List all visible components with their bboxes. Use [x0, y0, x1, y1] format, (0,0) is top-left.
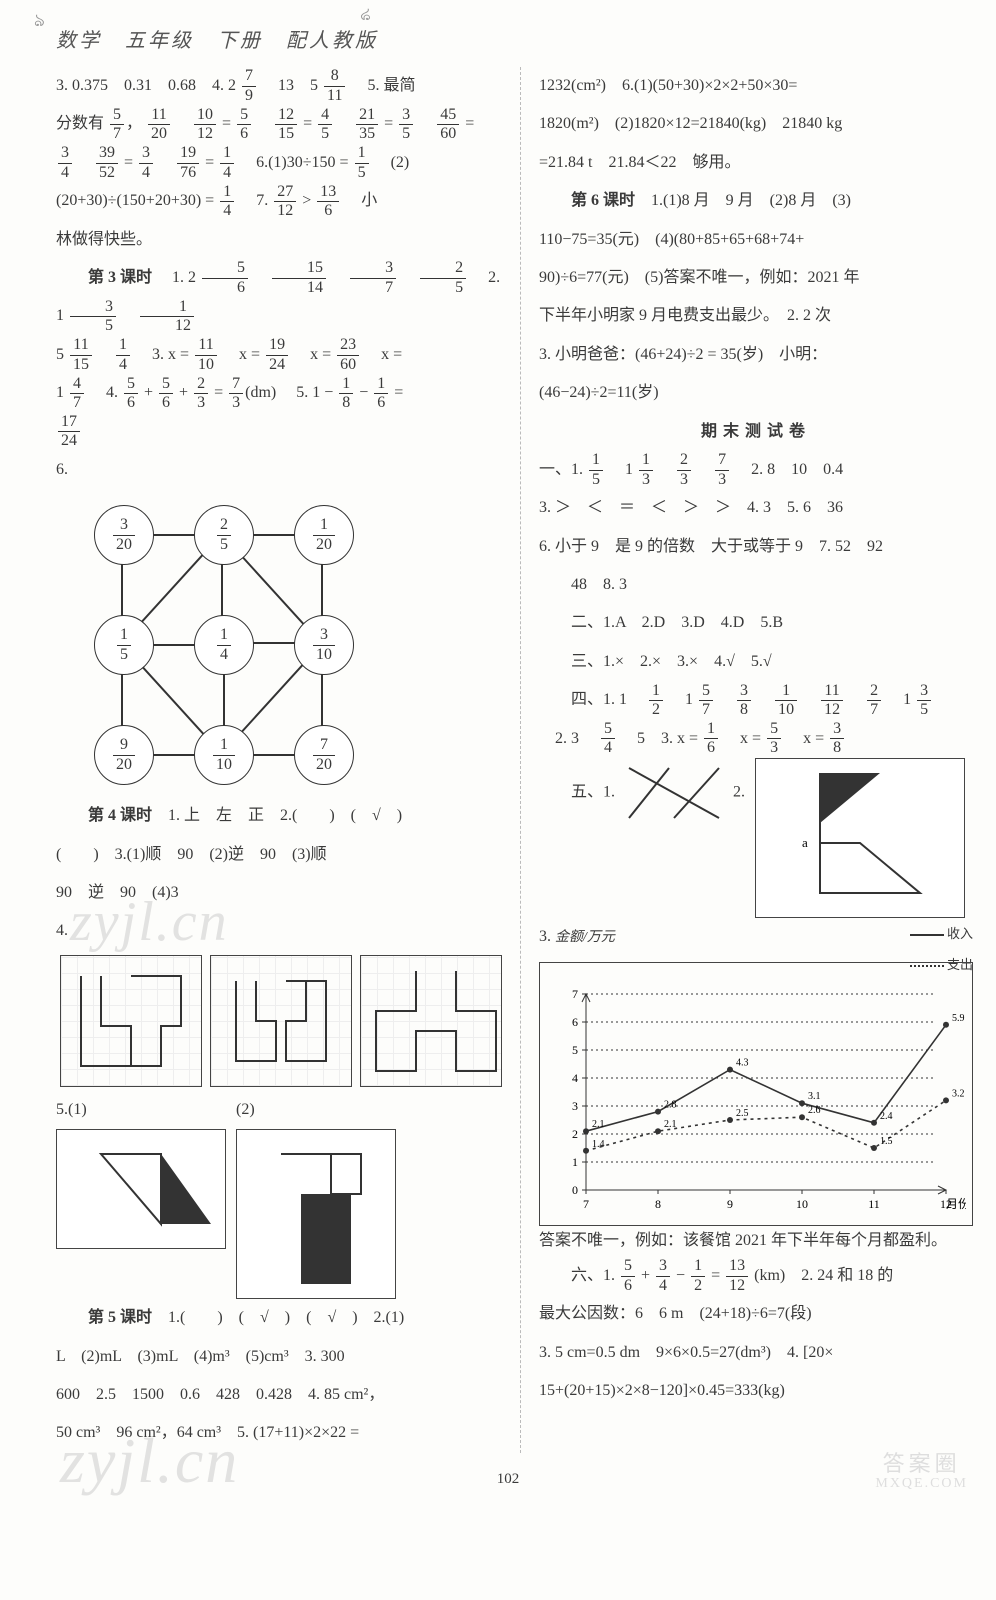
text: 林做得快些。 — [56, 221, 502, 259]
text: ( ) 3.(1)顺 90 (2)逆 90 (3)顺 — [56, 836, 502, 874]
text: 90 逆 90 (4)3 — [56, 874, 502, 912]
text: 3. 0.375 0.31 0.68 4. 2 79 13 5 811 5. 最… — [56, 67, 502, 105]
final-title: 期末测试卷 — [539, 413, 973, 451]
q6-label: 6. — [56, 451, 502, 489]
text: 5 1115 14 3. x = 1110 x = 1924 x = 2360 … — [56, 336, 502, 374]
text: =21.84 t 21.84＜22 够用。 — [539, 144, 973, 182]
text: 48 8. 3 — [539, 566, 973, 604]
text: 六、1. 56 + 34 − 12 = 1312 (km) 2. 24 和 18… — [539, 1257, 973, 1295]
svg-text:a: a — [802, 835, 808, 850]
text: (46−24)÷2=11(岁) — [539, 374, 973, 412]
right-column: 1232(cm²) 6.(1)(50+30)×2×2+50×30= 1820(m… — [520, 67, 973, 1453]
line-chart: 01234567789101112月份2.12.84.33.12.45.91.4… — [539, 962, 973, 1226]
text: 二、1.A 2.D 3.D 4.D 5.B — [539, 604, 973, 642]
text: 最大公因数：6 6 m (24+18)÷6=7(段) — [539, 1295, 973, 1333]
svg-text:11: 11 — [868, 1197, 880, 1211]
svg-text:4: 4 — [572, 1071, 578, 1085]
svg-text:7: 7 — [583, 1197, 589, 1211]
text: 2. 3 54 5 3. x = 16 x = 53 x = 38 — [539, 720, 973, 758]
svg-text:月份: 月份 — [946, 1197, 966, 1211]
text: 五、1. 2. a — [539, 758, 973, 918]
bird-icon: ঌ — [34, 6, 45, 37]
svg-text:10: 10 — [796, 1197, 808, 1211]
svg-text:2.4: 2.4 — [880, 1111, 893, 1122]
brand-watermark: 答案圈 MXQE.COM — [875, 1452, 968, 1492]
chart-wrap: 3. 金额/万元 收入 支出 01234567789101112月份2.12.8… — [539, 918, 973, 1226]
text: 1 47 4. 56 + 56 + 23 = 73(dm) 5. 1 − 18 … — [56, 374, 502, 412]
text: 34 3952 = 34 1976 = 14 6.(1)30÷150 = 15 … — [56, 144, 502, 182]
text: (20+30)÷(150+20+30) = 14 7. 2712 > 136 小 — [56, 182, 502, 220]
page-number: 102 — [56, 1471, 960, 1488]
text: 分数有 57， 1120 1012 = 56 1215 = 45 2135 = … — [56, 105, 502, 143]
text: 第 5 课时 1.( ) ( √ ) ( √ ) 2.(1) — [56, 1299, 502, 1337]
svg-text:4.3: 4.3 — [736, 1058, 749, 1069]
text: 一、1. 15 1 13 23 73 2. 8 10 0.4 — [539, 451, 973, 489]
text: 1820(m²) (2)1820×12=21840(kg) 21840 kg — [539, 105, 973, 143]
svg-text:2: 2 — [572, 1127, 578, 1141]
svg-text:6: 6 — [572, 1015, 578, 1029]
q4-label: 4. — [56, 912, 502, 950]
svg-text:2.6: 2.6 — [808, 1106, 821, 1117]
text: 下半年小明家 9 月电费支出最少。 2. 2 次 — [539, 297, 973, 335]
svg-text:5: 5 — [572, 1043, 578, 1057]
svg-text:2.8: 2.8 — [664, 1100, 677, 1111]
svg-text:1: 1 — [572, 1155, 578, 1169]
text: 三、1.× 2.× 3.× 4.√ 5.√ — [539, 643, 973, 681]
text: 3. 5 cm=0.5 dm 9×6×0.5=27(dm³) 4. [20× — [539, 1334, 973, 1372]
svg-text:2.1: 2.1 — [664, 1120, 677, 1131]
svg-text:1.4: 1.4 — [592, 1139, 605, 1150]
left-column: 3. 0.375 0.31 0.68 4. 2 79 13 5 811 5. 最… — [56, 67, 520, 1453]
svg-text:7: 7 — [572, 987, 578, 1001]
svg-text:2.5: 2.5 — [736, 1108, 749, 1119]
svg-text:2.1: 2.1 — [592, 1120, 605, 1131]
svg-text:0: 0 — [572, 1183, 578, 1197]
text: 1232(cm²) 6.(1)(50+30)×2×2+50×30= — [539, 67, 973, 105]
text: 110−75=35(元) (4)(80+85+65+68+74+ — [539, 221, 973, 259]
text: 3. ＞ ＜ ＝ ＜ ＞ ＞ 4. 3 5. 6 36 — [539, 489, 973, 527]
text: 第 4 课时 1. 上 左 正 2.( ) ( √ ) — [56, 797, 502, 835]
text: 四、1. 1 12 1 57 38 110 1112 27 1 35 — [539, 681, 973, 719]
text: 1724 — [56, 413, 502, 451]
text: 第 3 课时 1. 2 56 1514 37 25 2. 1 35 112 — [56, 259, 502, 336]
text: 50 cm³ 96 cm²，64 cm³ 5. (17+11)×2×22 = — [56, 1414, 502, 1452]
page-header: 数学 五年级 下册 配人教版 — [56, 24, 960, 53]
svg-text:9: 9 — [727, 1197, 733, 1211]
fraction-graph: 320251201514310920110720 — [74, 495, 374, 795]
text: 15+(20+15)×2×8−120]×0.45=333(kg) — [539, 1372, 973, 1410]
text: 3. 小明爸爸：(46+24)÷2 = 35(岁) 小明： — [539, 336, 973, 374]
svg-text:1.5: 1.5 — [880, 1136, 893, 1147]
text: 600 2.5 1500 0.6 428 0.428 4. 85 cm²， — [56, 1376, 502, 1414]
text: 第 6 课时 1.(1)8 月 9 月 (2)8 月 (3) — [539, 182, 973, 220]
q5-figures: 5.(1) (2) — [56, 1091, 502, 1299]
svg-text:3.2: 3.2 — [952, 1089, 965, 1100]
svg-text:5.9: 5.9 — [952, 1013, 965, 1024]
text: 90)÷6=77(元) (5)答案不唯一，例如：2021 年 — [539, 259, 973, 297]
text: 6. 小于 9 是 9 的倍数 大于或等于 9 7. 52 92 — [539, 528, 973, 566]
svg-text:3: 3 — [572, 1099, 578, 1113]
q4-figures — [60, 955, 502, 1087]
text: L (2)mL (3)mL (4)m³ (5)cm³ 3. 300 — [56, 1338, 502, 1376]
svg-text:3.1: 3.1 — [808, 1092, 821, 1103]
svg-text:8: 8 — [655, 1197, 661, 1211]
bird-icon: ঌ — [360, 0, 371, 31]
